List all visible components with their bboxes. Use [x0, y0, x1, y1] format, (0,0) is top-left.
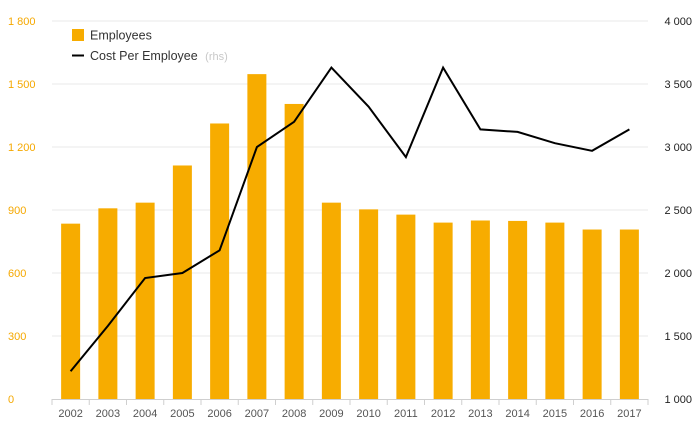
x-tick-label: 2002: [58, 408, 82, 420]
bar-employees-2008: [284, 103, 304, 399]
bar-employees-2009: [321, 202, 341, 399]
x-tick-label: 2003: [96, 408, 120, 420]
right-tick-label: 3 500: [664, 79, 692, 91]
x-tick-label: 2007: [245, 408, 269, 420]
bar-employees-2017: [619, 229, 639, 399]
left-tick-label: 900: [8, 205, 26, 217]
x-tick-label: 2006: [207, 408, 231, 420]
x-tick-label: 2004: [133, 408, 157, 420]
legend-label-cost: Cost Per Employee (rhs): [90, 49, 228, 63]
left-tick-label: 0: [8, 394, 14, 406]
employees-bars: [61, 74, 639, 399]
x-tick-label: 2015: [543, 408, 567, 420]
right-tick-label: 1 500: [664, 331, 692, 343]
bar-employees-2011: [396, 214, 416, 399]
x-tick-label: 2009: [319, 408, 343, 420]
x-tick-label: 2017: [617, 408, 641, 420]
x-tick-label: 2013: [468, 408, 492, 420]
bar-employees-2004: [135, 202, 155, 399]
bar-employees-2015: [545, 222, 565, 399]
x-tick-label: 2014: [505, 408, 529, 420]
bar-employees-2007: [247, 74, 267, 399]
bar-employees-2016: [582, 229, 602, 399]
x-tick-label: 2016: [580, 408, 604, 420]
cost-line: [69, 65, 630, 372]
bar-employees-2006: [210, 123, 230, 399]
bar-employees-2010: [359, 209, 379, 399]
right-axis: 1 000 1 500 2 000 2 500 3 000 3 500 4 000: [664, 16, 692, 406]
right-tick-label: 3 000: [664, 142, 692, 154]
left-axis: 0 300 600 900 1 200 1 500 1 800: [8, 16, 36, 406]
bar-employees-2005: [172, 165, 192, 399]
x-axis: 2002 2003 2004 2005 2006 2007 2008 2009 2010 2011…: [51, 399, 649, 420]
x-tick-label: 2008: [282, 408, 306, 420]
legend: Employees Cost Per Employee (rhs): [72, 29, 228, 63]
left-tick-label: 600: [8, 268, 26, 280]
left-tick-label: 1 800: [8, 16, 36, 28]
x-tick-label: 2010: [356, 408, 380, 420]
bar-employees-2013: [470, 220, 490, 399]
right-tick-label: 1 000: [664, 394, 692, 406]
x-tick-label: 2012: [431, 408, 455, 420]
legend-label-employees: Employees: [90, 29, 152, 43]
left-tick-label: 300: [8, 331, 26, 343]
right-tick-label: 4 000: [664, 16, 692, 28]
left-tick-label: 1 200: [8, 142, 36, 154]
legend-label-cost-main: Cost Per Employee: [90, 49, 198, 63]
left-tick-label: 1 500: [8, 79, 36, 91]
line-cost-per-employee: [69, 65, 630, 372]
x-tick-label: 2005: [170, 408, 194, 420]
bar-employees-2014: [508, 220, 528, 399]
x-tick-label: 2011: [394, 408, 418, 420]
right-tick-label: 2 000: [664, 268, 692, 280]
bar-employees-2012: [433, 222, 453, 399]
legend-swatch-employees: [72, 29, 84, 41]
bar-employees-2003: [98, 208, 118, 399]
bar-employees-2002: [61, 223, 81, 399]
right-tick-label: 2 500: [664, 205, 692, 217]
legend-label-cost-suffix: (rhs): [205, 51, 228, 63]
